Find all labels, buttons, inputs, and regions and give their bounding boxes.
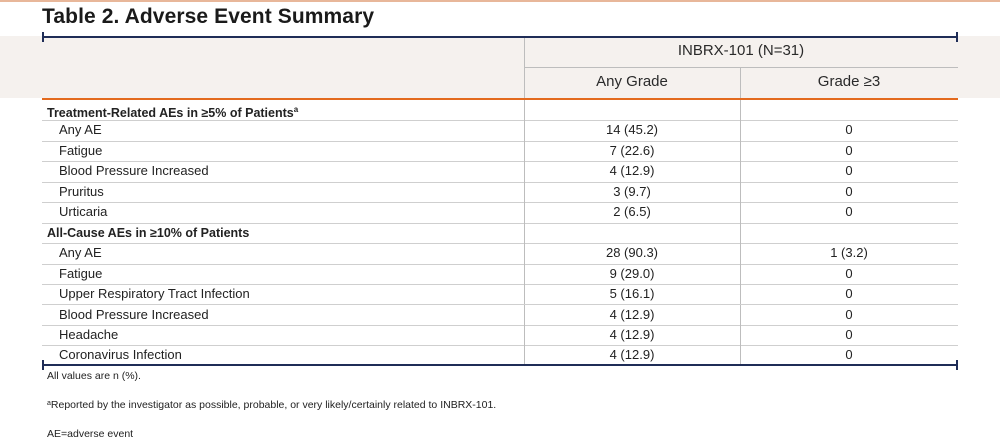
row-rule — [42, 284, 958, 285]
column-divider — [524, 324, 525, 346]
column-divider — [524, 243, 525, 264]
top-accent-rule — [0, 0, 1000, 2]
header-subrule — [524, 67, 958, 68]
column-divider — [524, 222, 525, 244]
column-divider — [740, 263, 741, 285]
cell-grade3: 0 — [845, 347, 853, 363]
cell-any-grade: 4 (12.9) — [609, 163, 655, 179]
cell-any-grade: 9 (29.0) — [609, 265, 655, 281]
column-divider — [524, 284, 525, 305]
section-heading: All-Cause AEs in ≥10% of Patients — [47, 223, 249, 243]
row-label: Urticaria — [59, 204, 108, 220]
cell-grade3: 0 — [845, 326, 853, 342]
footnote-a-marker: a — [47, 400, 51, 407]
bottom-border-rule — [42, 360, 958, 370]
column-divider — [740, 222, 741, 244]
header-divider-mid — [740, 67, 741, 98]
cell-any-grade: 4 (12.9) — [609, 347, 655, 363]
section-heading-text: All-Cause AEs in ≥10% of Patients — [47, 225, 250, 240]
row-label: Fatigue — [59, 142, 103, 158]
row-rule — [42, 141, 958, 142]
cell-any-grade: 7 (22.6) — [609, 142, 655, 158]
cell-grade3: 0 — [845, 306, 853, 322]
column-divider — [524, 161, 525, 182]
row-label: Coronavirus Infection — [59, 347, 182, 363]
cell-any-grade: 4 (12.9) — [609, 326, 655, 342]
column-divider — [740, 120, 741, 141]
cell-any-grade: 4 (12.9) — [609, 306, 655, 322]
cell-grade3: 0 — [845, 122, 853, 138]
column-divider — [524, 345, 525, 366]
cell-any-grade: 5 (16.1) — [609, 286, 655, 302]
column-divider — [524, 304, 525, 325]
row-label: Any AE — [59, 122, 102, 138]
column-divider — [740, 140, 741, 162]
section-heading: Treatment-Related AEs in ≥5% of Patients… — [47, 100, 298, 123]
cell-grade3: 0 — [845, 204, 853, 220]
cell-grade3: 1 (3.2) — [830, 245, 868, 261]
cell-any-grade: 14 (45.2) — [605, 122, 659, 138]
column-divider — [740, 304, 741, 325]
row-rule — [42, 325, 958, 326]
row-rule — [42, 120, 958, 121]
footnote-abbreviation: AE=adverse event — [47, 428, 134, 440]
column-header-any-grade: Any Grade — [596, 73, 668, 90]
row-label: Any AE — [59, 245, 102, 261]
footnote-a: aReported by the investigator as possibl… — [47, 399, 496, 411]
column-divider — [740, 324, 741, 346]
column-divider — [524, 100, 525, 121]
column-divider — [740, 202, 741, 223]
cell-any-grade: 3 (9.7) — [613, 183, 651, 199]
row-label: Upper Respiratory Tract Infection — [59, 286, 250, 302]
row-rule — [42, 161, 958, 162]
row-rule — [42, 182, 958, 183]
column-divider — [740, 345, 741, 366]
column-divider — [740, 181, 741, 203]
column-header-grade3: Grade ≥3 — [817, 73, 881, 90]
cell-any-grade: 28 (90.3) — [605, 245, 659, 261]
row-rule — [42, 304, 958, 305]
cell-grade3: 0 — [845, 142, 853, 158]
cell-grade3: 0 — [845, 286, 853, 302]
cell-grade3: 0 — [845, 163, 853, 179]
column-divider — [740, 100, 741, 121]
row-rule — [42, 243, 958, 244]
row-rule — [42, 202, 958, 203]
row-label: Fatigue — [59, 265, 103, 281]
column-divider — [524, 140, 525, 162]
row-label: Blood Pressure Increased — [59, 306, 209, 322]
row-rule — [42, 223, 958, 224]
row-label: Headache — [59, 326, 119, 342]
section-heading-text: Treatment-Related AEs in ≥5% of Patients — [47, 106, 294, 120]
cell-any-grade: 2 (6.5) — [613, 204, 651, 220]
row-rule — [42, 264, 958, 265]
footnote-a-text: Reported by the investigator as possible… — [50, 399, 497, 411]
top-border-rule — [42, 32, 958, 42]
section-heading-footnote-marker: a — [293, 105, 299, 114]
header-divider-left — [524, 38, 525, 98]
row-label: Pruritus — [59, 183, 104, 199]
row-rule — [42, 345, 958, 346]
row-label: Blood Pressure Increased — [59, 163, 209, 179]
column-divider — [740, 243, 741, 264]
column-divider — [740, 161, 741, 182]
footnote-values: All values are n (%). — [47, 370, 141, 382]
cell-grade3: 0 — [845, 265, 853, 281]
cell-grade3: 0 — [845, 183, 853, 199]
header-bottom-rule — [42, 98, 958, 100]
table-title: Table 2. Adverse Event Summary — [42, 5, 375, 28]
group-header: INBRX-101 (N=31) — [677, 42, 805, 59]
column-divider — [524, 181, 525, 203]
column-divider — [740, 284, 741, 305]
column-divider — [524, 202, 525, 223]
column-divider — [524, 120, 525, 141]
column-divider — [524, 263, 525, 285]
